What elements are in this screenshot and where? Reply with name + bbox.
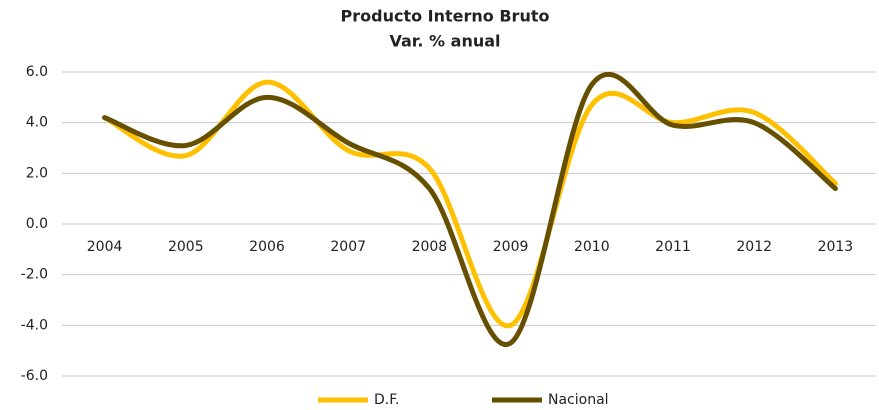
- x-tick-label: 2012: [736, 239, 772, 255]
- y-tick-label: 2.0: [26, 165, 48, 181]
- y-tick-label: -4.0: [21, 317, 48, 333]
- x-tick-label: 2007: [330, 239, 366, 255]
- data-line: [102, 79, 838, 329]
- x-tick-label: 2010: [574, 239, 610, 255]
- y-tick-label: 4.0: [26, 115, 48, 131]
- x-tick-label: 2006: [249, 239, 285, 255]
- y-tick-label: -2.0: [21, 267, 48, 283]
- x-tick-label: 2005: [168, 239, 204, 255]
- y-tick-label: -6.0: [21, 368, 48, 384]
- x-tick-label: 2013: [818, 239, 854, 255]
- chart-title: Producto Interno Bruto: [341, 7, 550, 26]
- legend-label: D.F.: [374, 392, 399, 408]
- chart-subtitle: Var. % anual: [389, 32, 500, 51]
- x-tick-label: 2008: [412, 239, 448, 255]
- x-tick-label: 2011: [655, 239, 691, 255]
- data-line: [102, 71, 838, 348]
- y-tick-label: 0.0: [26, 216, 48, 232]
- x-tick-label: 2009: [493, 239, 529, 255]
- legend-label: Nacional: [548, 392, 609, 408]
- x-tick-label: 2004: [87, 239, 123, 255]
- y-tick-label: 6.0: [26, 64, 48, 80]
